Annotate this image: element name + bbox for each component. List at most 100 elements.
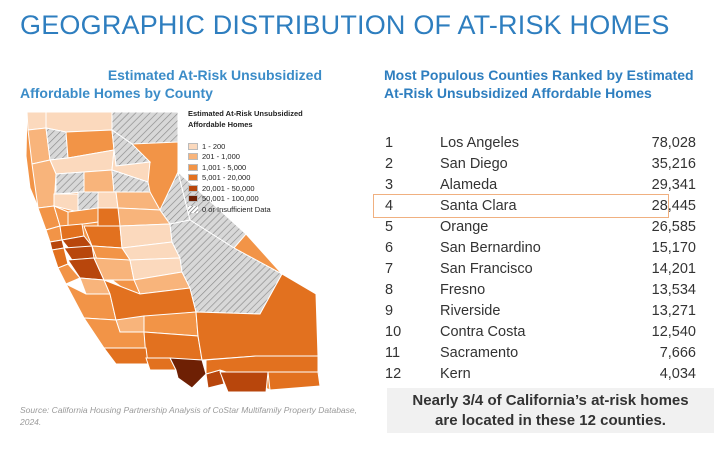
callout-box: Nearly 3/4 of California’s at-risk homes… [387, 388, 714, 433]
county-glenn [55, 171, 85, 195]
value-cell: 28,445 [651, 197, 696, 214]
county-siskiyou [45, 111, 113, 133]
legend-label: 1 - 200 [202, 141, 226, 151]
county-cell: Orange [440, 218, 489, 235]
county-cell: Sacramento [440, 344, 519, 361]
value-cell: 26,585 [651, 218, 696, 235]
legend-swatch [188, 174, 198, 182]
legend-swatch [188, 153, 198, 161]
value-cell: 14,201 [651, 260, 696, 277]
county-inyo [169, 219, 283, 315]
legend-swatch [188, 163, 198, 171]
rank-cell: 6 [385, 239, 394, 256]
county-yuba-sutter [97, 191, 119, 209]
legend-label: 201 - 1,000 [202, 152, 240, 162]
rank-cell: 11 [385, 344, 401, 361]
ranking-heading: Most Populous Counties Ranked by Estimat… [384, 67, 694, 101]
ranking-row: 12 Kern 4,034 [380, 363, 696, 384]
county-cell: Riverside [440, 302, 501, 319]
legend-items: 1 - 200 201 - 1,000 1,001 - 5,000 5,001 - 2… [188, 141, 303, 215]
rank-cell: 3 [385, 176, 394, 193]
ranking-row: 1 Los Angeles 78,028 [380, 132, 696, 153]
legend-item: 5,001 - 20,000 [188, 173, 303, 184]
legend-label: 50,001 - 100,000 [202, 194, 259, 204]
county-mendocino [31, 159, 57, 209]
map-legend: Estimated At-Risk Unsubsidized Affordabl… [188, 108, 303, 215]
county-cell: San Francisco [440, 260, 533, 277]
county-cell: Alameda [440, 176, 498, 193]
rank-cell: 12 [385, 365, 402, 382]
page-title: GEOGRAPHIC DISTRIBUTION OF AT-RISK HOMES [20, 10, 670, 40]
legend-item: 1 - 200 [188, 141, 303, 152]
value-cell: 7,666 [659, 344, 696, 361]
value-cell: 29,341 [651, 176, 696, 193]
value-cell: 13,271 [651, 302, 696, 319]
ranking-row: 8 Fresno 13,534 [380, 279, 696, 300]
ranking-row: 11 Sacramento 7,666 [380, 342, 696, 363]
legend-label: 1,001 - 5,000 [202, 162, 247, 172]
legend-label: 0 or Insufficient Data [202, 204, 271, 214]
legend-swatch [188, 142, 198, 150]
ranking-row: 2 San Diego 35,216 [380, 153, 696, 174]
county-butte [83, 169, 115, 193]
map-heading-line1: Estimated At-Risk Unsubsidized [107, 67, 322, 83]
county-santa-barbara [103, 347, 149, 365]
ranking-row: 5 Orange 26,585 [380, 216, 696, 237]
ranking-row: 3 Alameda 29,341 [380, 174, 696, 195]
county-cell: Los Angeles [440, 134, 520, 151]
county-cell: Fresno [440, 281, 486, 298]
ranking-row: 4 Santa Clara 28,445 [380, 195, 696, 216]
legend-swatch [188, 205, 198, 213]
ranking-table: 1 Los Angeles 78,028 2 San Diego 35,216 3 Alame… [380, 132, 696, 384]
california-county-map [25, 111, 321, 393]
legend-label: 5,001 - 20,000 [202, 173, 251, 183]
legend-item: 0 or Insufficient Data [188, 204, 303, 215]
rank-cell: 1 [385, 134, 394, 151]
county-modoc [111, 111, 179, 145]
county-trinity [45, 127, 69, 161]
rank-cell: 10 [385, 323, 402, 340]
ranking-row: 9 Riverside 13,271 [380, 300, 696, 321]
map-heading-line2: Affordable Homes by County [20, 85, 213, 101]
county-kern [143, 331, 203, 361]
source-note: Source: California Housing Partnership A… [20, 405, 357, 427]
county-cell: Kern [440, 365, 471, 382]
rank-cell: 4 [385, 197, 394, 214]
callout-line1: Nearly 3/4 of California’s at-risk homes [412, 392, 689, 409]
rank-cell: 5 [385, 218, 394, 235]
value-cell: 12,540 [651, 323, 696, 340]
county-san-diego [219, 371, 269, 393]
legend-swatch [188, 195, 198, 203]
county-cell: San Diego [440, 155, 508, 172]
county-imperial [267, 371, 321, 391]
value-cell: 15,170 [651, 239, 696, 256]
callout-line2: are located in these 12 counties. [435, 412, 666, 429]
legend-label: 20,001 - 50,000 [202, 183, 255, 193]
county-plumas [111, 149, 151, 183]
legend-item: 1,001 - 5,000 [188, 162, 303, 173]
ranking-row: 7 San Francisco 14,201 [380, 258, 696, 279]
value-cell: 13,534 [651, 281, 696, 298]
ranking-row: 6 San Bernardino 15,170 [380, 237, 696, 258]
rank-cell: 2 [385, 155, 394, 172]
county-cell: Santa Clara [440, 197, 517, 214]
value-cell: 35,216 [651, 155, 696, 172]
county-riverside [205, 355, 319, 375]
map-heading: Estimated At-Risk Unsubsidized Affordabl… [20, 66, 322, 102]
county-los-angeles [169, 357, 207, 389]
ranking-row: 10 Contra Costa 12,540 [380, 321, 696, 342]
legend-item: 20,001 - 50,000 [188, 183, 303, 194]
rank-cell: 9 [385, 302, 394, 319]
rank-cell: 7 [385, 260, 394, 277]
rank-cell: 8 [385, 281, 394, 298]
legend-item: 201 - 1,000 [188, 152, 303, 163]
county-cell: Contra Costa [440, 323, 526, 340]
county-cell: San Bernardino [440, 239, 541, 256]
county-del-norte [26, 111, 47, 131]
highlight-box-santa-clara [373, 194, 669, 218]
value-cell: 78,028 [651, 134, 696, 151]
value-cell: 4,034 [659, 365, 696, 382]
legend-item: 50,001 - 100,000 [188, 194, 303, 205]
legend-swatch [188, 184, 198, 192]
legend-title: Estimated At-Risk Unsubsidized Affordabl… [188, 109, 303, 129]
